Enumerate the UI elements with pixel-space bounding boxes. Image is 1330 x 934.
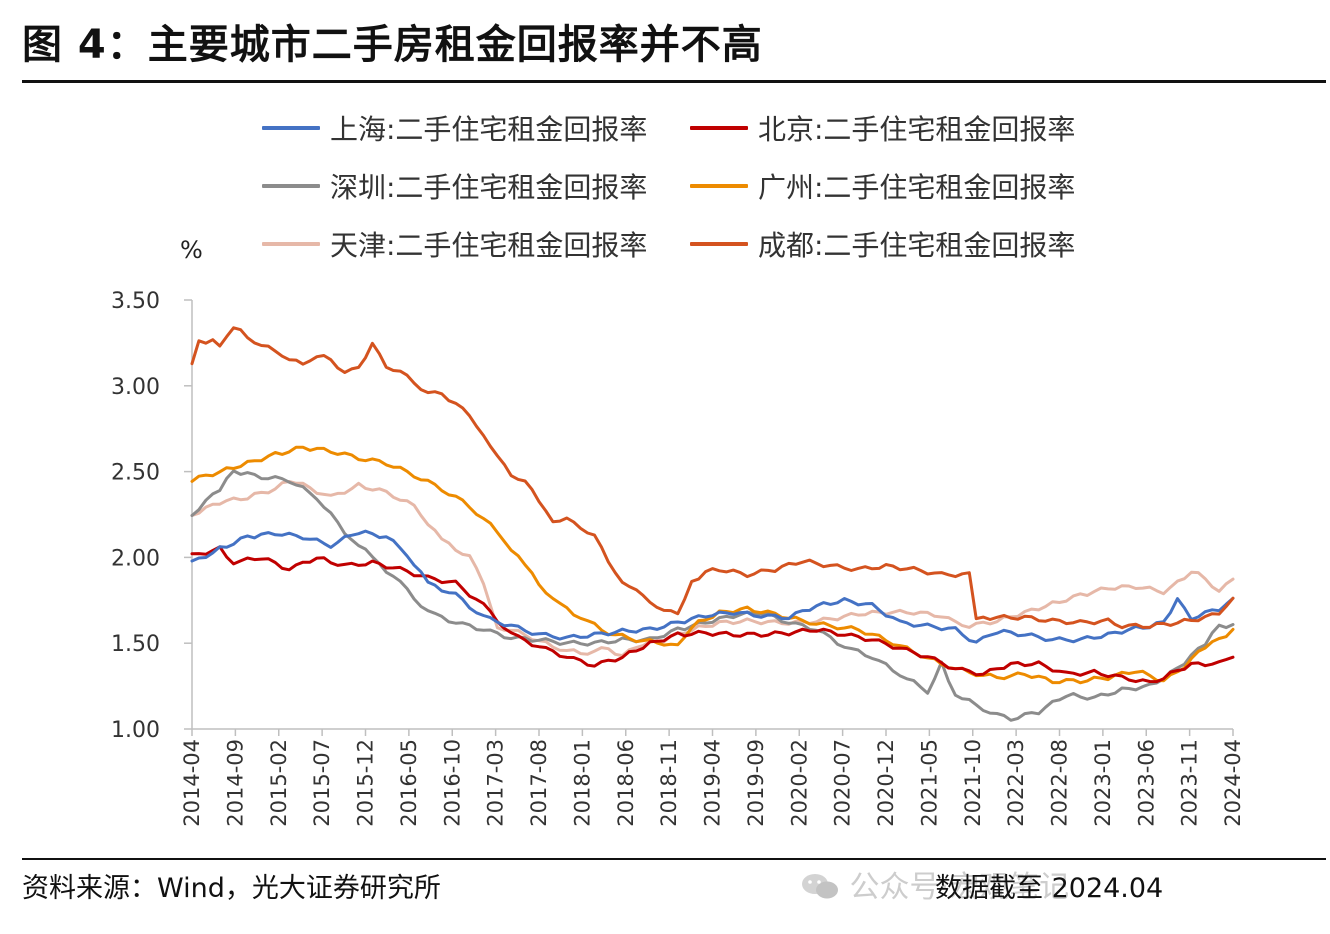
x-tick-label: 2016-05	[397, 739, 421, 827]
footer-rule	[22, 858, 1326, 860]
y-tick-label: 3.50	[111, 289, 160, 314]
y-tick-label: 1.00	[111, 718, 160, 743]
x-tick-label: 2022-08	[1048, 739, 1072, 827]
legend-swatch-chengdu	[690, 242, 748, 246]
x-tick-label: 2023-06	[1134, 739, 1158, 827]
legend-item-tianjin: 天津:二手住宅租金回报率	[262, 224, 647, 264]
figure-title: 图 4：主要城市二手房租金回报率并不高	[22, 22, 763, 68]
legend-item-beijing: 北京:二手住宅租金回报率	[690, 108, 1075, 148]
legend-label-shanghai: 上海:二手住宅租金回报率	[330, 113, 648, 146]
source-note: 资料来源：Wind，光大证券研究所	[22, 873, 441, 904]
x-tick-label: 2020-12	[874, 739, 898, 827]
x-tick-label: 2021-10	[961, 739, 985, 827]
x-tick-label: 2015-02	[267, 739, 291, 827]
legend-label-shenzhen: 深圳:二手住宅租金回报率	[330, 171, 648, 204]
x-tick-label: 2020-07	[831, 739, 855, 827]
data-cutoff-note: 数据截至 2024.04	[935, 873, 1164, 904]
watermark-text: 公众号·宏观笔记	[849, 870, 1070, 905]
x-tick-label: 2015-07	[310, 739, 334, 827]
x-tick-label: 2023-11	[1178, 739, 1202, 827]
y-tick-label: 2.50	[111, 461, 160, 486]
legend-item-guangzhou: 广州:二手住宅租金回报率	[690, 166, 1075, 206]
y-axis-unit: %	[180, 236, 203, 264]
series-line-4	[190, 480, 1235, 658]
x-tick-label: 2014-04	[180, 739, 204, 827]
legend-label-chengdu: 成都:二手住宅租金回报率	[758, 229, 1076, 262]
x-tick-label: 2022-03	[1004, 739, 1028, 827]
legend-label-guangzhou: 广州:二手住宅租金回报率	[758, 171, 1076, 204]
line-chart: 3.50 3.00 2.50 2.00 1.50 1.00 2014-04 2014-09 20…	[111, 289, 1245, 827]
legend-swatch-guangzhou	[690, 184, 748, 188]
x-tick-label: 2014-09	[223, 739, 247, 827]
x-tick-label: 2019-09	[744, 739, 768, 827]
legend-swatch-shanghai	[262, 126, 320, 130]
legend-swatch-beijing	[690, 126, 748, 130]
x-tick-label: 2016-10	[440, 739, 464, 827]
x-tick-label: 2019-04	[701, 739, 725, 827]
series-line-2	[190, 469, 1235, 722]
x-tick-label: 2018-11	[657, 739, 681, 827]
title-rule	[22, 80, 1326, 83]
legend-item-shenzhen: 深圳:二手住宅租金回报率	[262, 166, 647, 206]
x-tick-label: 2018-06	[614, 739, 638, 827]
x-tick-label: 2020-02	[787, 739, 811, 827]
series-line-5	[190, 326, 1235, 630]
x-tick-label: 2017-03	[484, 739, 508, 827]
legend-item-chengdu: 成都:二手住宅租金回报率	[690, 224, 1075, 264]
x-tick-label: 2018-01	[570, 739, 594, 827]
y-tick-label: 2.00	[111, 546, 160, 571]
wechat-icon	[802, 874, 838, 899]
series-line-1	[190, 545, 1235, 684]
watermark: 公众号·宏观笔记	[800, 862, 1069, 906]
x-tick-label: 2015-12	[354, 739, 378, 827]
legend-swatch-tianjin	[262, 242, 320, 246]
x-tick-label: 2017-08	[527, 739, 551, 827]
y-tick-label: 1.50	[111, 632, 160, 657]
legend-label-beijing: 北京:二手住宅租金回报率	[758, 113, 1076, 146]
x-tick-label: 2021-05	[917, 739, 941, 827]
series-line-3	[190, 445, 1235, 685]
y-tick-label: 3.00	[111, 375, 160, 400]
x-tick-label: 2024-04	[1221, 739, 1245, 827]
series-line-0	[190, 529, 1235, 644]
legend-label-tianjin: 天津:二手住宅租金回报率	[330, 229, 648, 262]
legend-item-shanghai: 上海:二手住宅租金回报率	[262, 108, 647, 148]
legend-swatch-shenzhen	[262, 184, 320, 188]
x-tick-label: 2023-01	[1091, 739, 1115, 827]
